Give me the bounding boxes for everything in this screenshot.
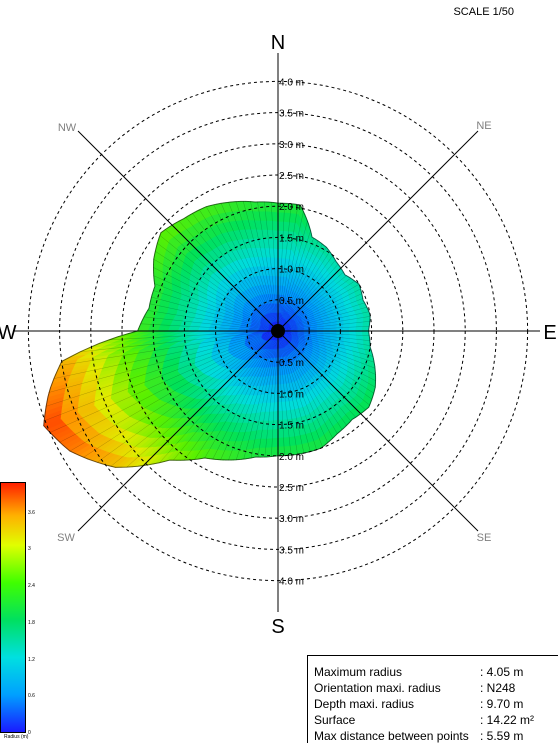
cavity-shape (44, 201, 376, 467)
